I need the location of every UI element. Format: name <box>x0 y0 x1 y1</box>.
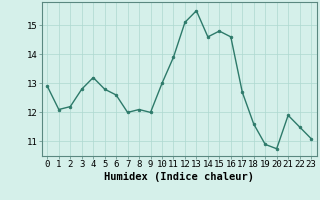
X-axis label: Humidex (Indice chaleur): Humidex (Indice chaleur) <box>104 172 254 182</box>
